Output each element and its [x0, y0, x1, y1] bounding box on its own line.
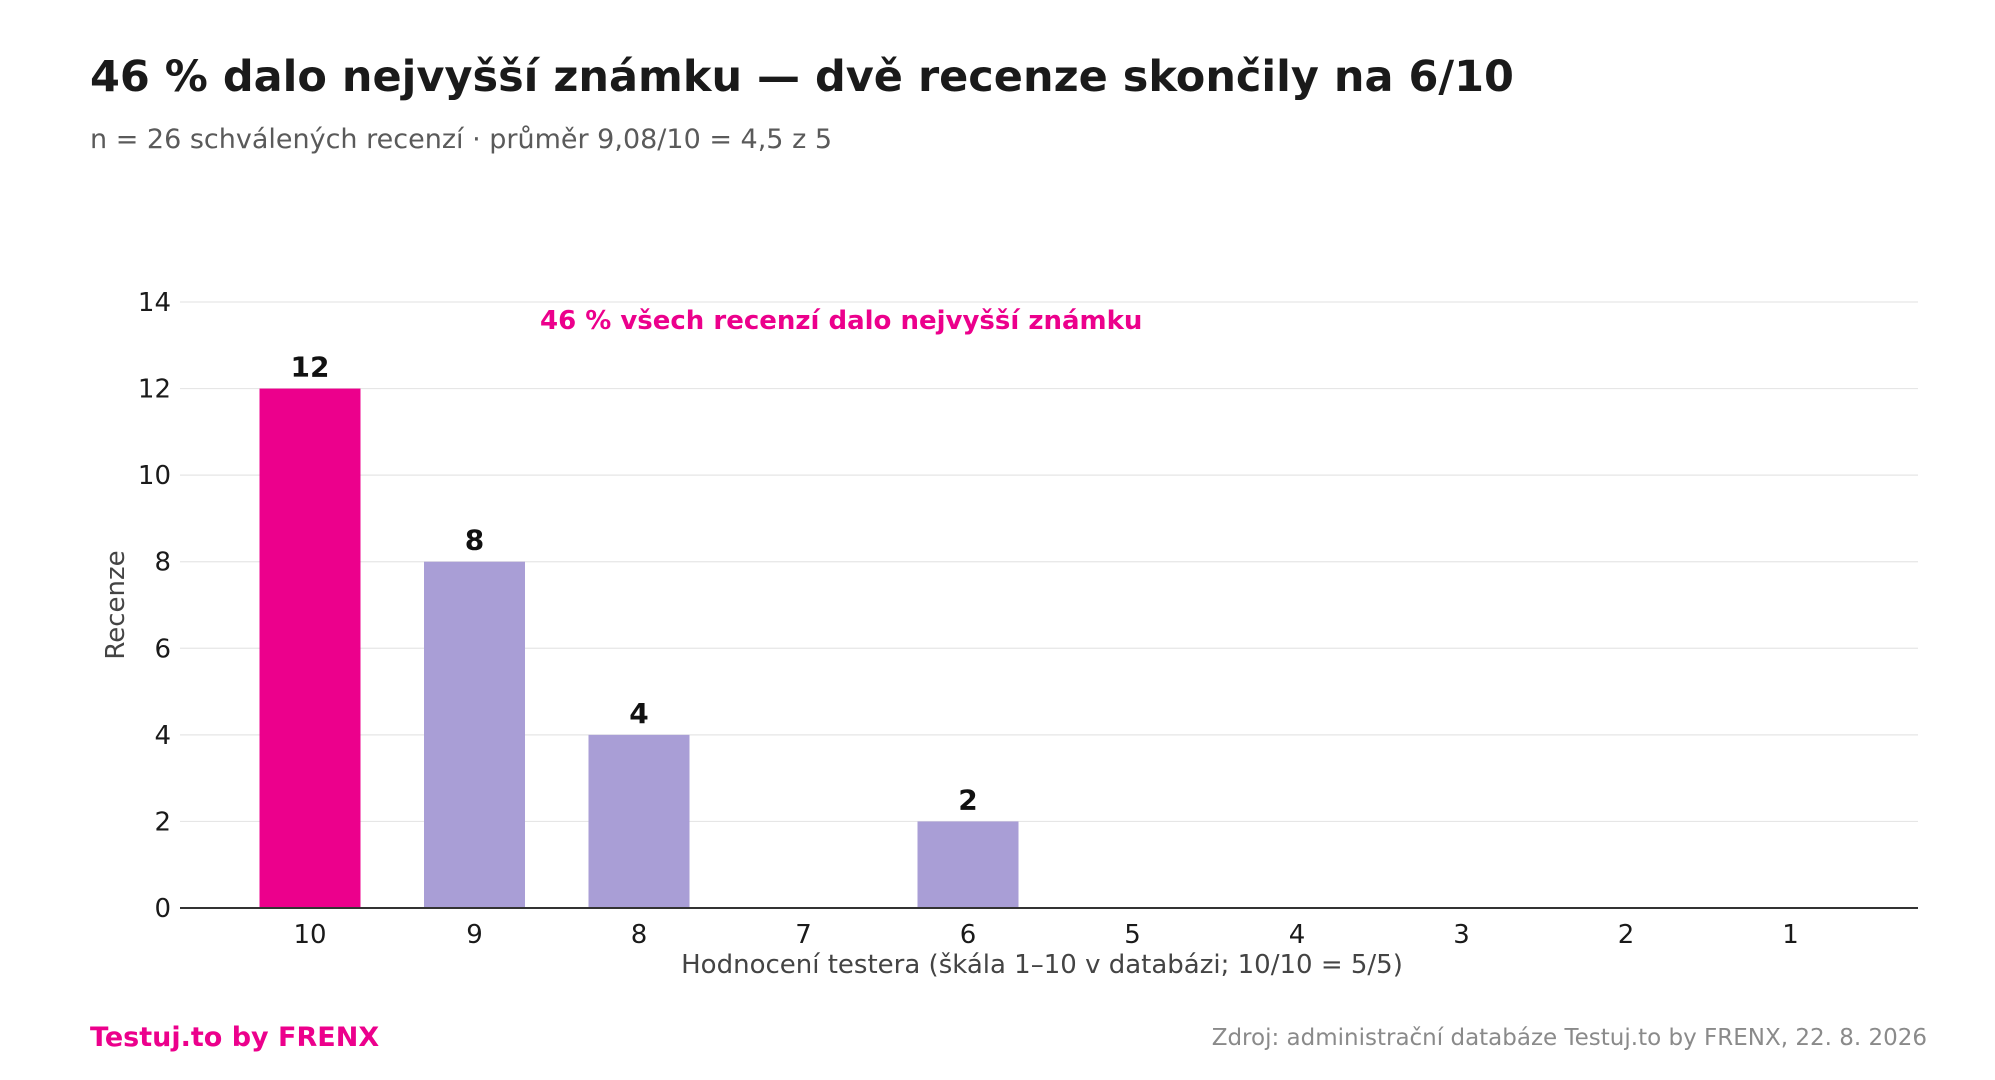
x-tick-label: 1	[1782, 920, 1799, 950]
x-tick-label: 10	[293, 920, 326, 950]
y-tick-label: 0	[154, 894, 171, 924]
data-label-9: 8	[465, 524, 484, 557]
bar-8	[588, 734, 690, 908]
y-tick-label: 2	[154, 807, 171, 837]
y-tick-labels: 0 2 4 6 8 10 12 14	[138, 288, 171, 924]
x-tick-label: 7	[795, 920, 812, 950]
y-tick-label: 6	[154, 634, 171, 664]
data-label-6: 2	[958, 783, 977, 816]
bar-6	[917, 821, 1019, 908]
y-tick-label: 4	[154, 721, 171, 751]
x-tick-label: 4	[1289, 920, 1306, 950]
data-label-10: 12	[291, 351, 330, 384]
y-tick-label: 14	[138, 288, 171, 318]
x-tick-labels: 10 9 8 7 6 5 4 3 2 1	[293, 920, 1798, 950]
chart-title: 46 % dalo nejvyšší známku — dvě recenze …	[90, 52, 1514, 102]
x-tick-label: 8	[631, 920, 648, 950]
y-tick-label: 10	[138, 461, 171, 491]
x-tick-label: 5	[1124, 920, 1141, 950]
x-tick-label: 6	[960, 920, 977, 950]
chart-subtitle: n = 26 schválených recenzí · průměr 9,08…	[90, 124, 832, 155]
x-tick-label: 2	[1618, 920, 1635, 950]
bar-chart: 0 2 4 6 8 10 12 14 12 8 4 2 10 9 8 7 6 5 4 3 2 1 46 % všech…	[101, 288, 1918, 980]
brand-label: Testuj.to by FRENX	[90, 1022, 380, 1053]
y-tick-label: 8	[154, 548, 171, 578]
y-tick-label: 12	[138, 375, 171, 405]
data-label-8: 4	[629, 697, 648, 730]
x-axis-label: Hodnocení testera (škála 1–10 v databázi…	[681, 950, 1403, 980]
bar-9	[424, 561, 525, 908]
bars	[259, 388, 1019, 909]
data-labels: 12 8 4 2	[291, 351, 978, 817]
x-tick-label: 3	[1453, 920, 1470, 950]
source-note: Zdroj: administrační databáze Testuj.to …	[1211, 1025, 1927, 1051]
y-axis-label: Recenze	[101, 550, 131, 659]
bar-10	[259, 388, 361, 909]
chart-annotation: 46 % všech recenzí dalo nejvyšší známku	[540, 306, 1142, 336]
x-tick-label: 9	[466, 920, 483, 950]
